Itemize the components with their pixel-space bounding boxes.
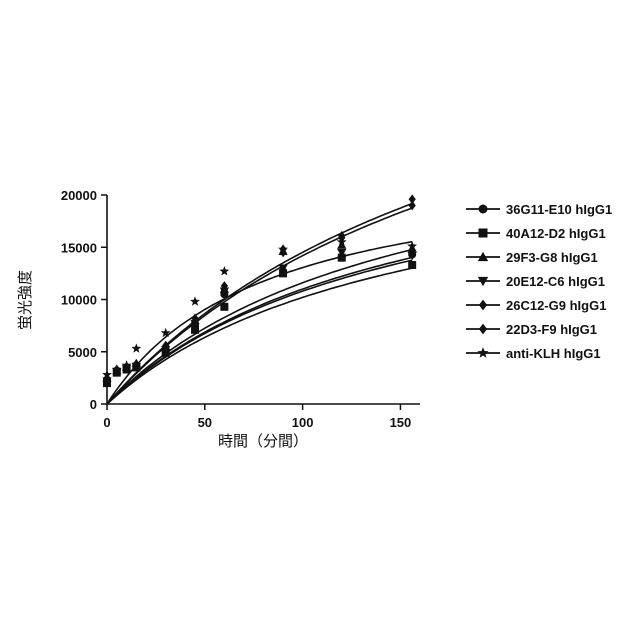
legend-label: 36G11-E10 hIgG1 xyxy=(506,202,612,217)
legend-marker xyxy=(479,324,487,335)
legend-marker xyxy=(479,300,487,311)
y-tick-label: 5000 xyxy=(68,345,97,360)
legend: 36G11-E10 hIgG1 40A12-D2 hIgG1 29F3-G8 hIg… xyxy=(466,202,612,361)
data-point xyxy=(408,261,416,269)
legend-label: 22D3-F9 hIgG1 xyxy=(506,322,597,337)
fit-curve xyxy=(107,268,412,404)
fit-curve xyxy=(107,260,412,404)
data-point xyxy=(161,328,171,337)
legend-label: 26C12-G9 hIgG1 xyxy=(506,298,606,313)
axes xyxy=(107,195,420,404)
legend-marker xyxy=(479,205,488,214)
y-tick-label: 20000 xyxy=(61,188,97,203)
y-tick-label: 15000 xyxy=(61,240,97,255)
legend-marker xyxy=(479,229,488,238)
legend-label: 29F3-G8 hIgG1 xyxy=(506,250,598,265)
legend-marker xyxy=(477,347,488,358)
y-axis-title: 蛍光強度 xyxy=(16,270,34,330)
data-point xyxy=(190,296,200,305)
y-tick-label: 0 xyxy=(90,397,97,412)
x-tick-label: 50 xyxy=(198,415,212,430)
x-tick-label: 150 xyxy=(390,415,412,430)
legend-label: 20E12-C6 hIgG1 xyxy=(506,274,605,289)
x-tick-label: 0 xyxy=(103,415,110,430)
legend-label: 40A12-D2 hIgG1 xyxy=(506,226,606,241)
x-tick-label: 100 xyxy=(292,415,314,430)
legend-label: anti-KLH hIgG1 xyxy=(506,346,601,361)
x-axis-title: 時間（分間） xyxy=(218,432,308,450)
fit-curve xyxy=(107,250,412,405)
fit-curves xyxy=(107,204,412,404)
fit-curve xyxy=(107,204,412,404)
data-point xyxy=(131,343,141,352)
data-points xyxy=(102,194,417,387)
fit-curve xyxy=(107,242,412,404)
data-point xyxy=(220,303,228,311)
data-point xyxy=(219,266,229,275)
y-tick-label: 10000 xyxy=(61,293,97,308)
